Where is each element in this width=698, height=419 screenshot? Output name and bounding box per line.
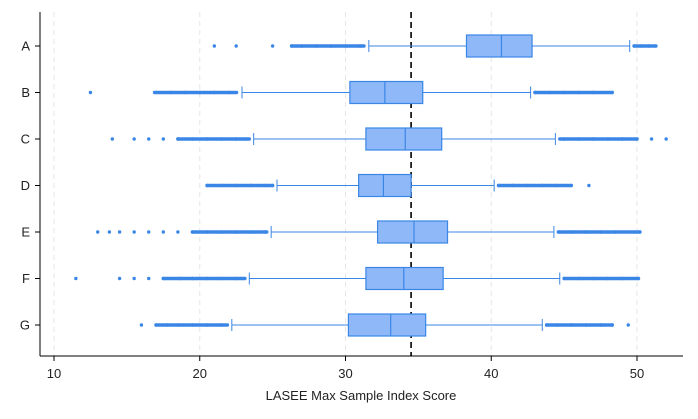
outlier-point <box>234 44 238 48</box>
iqr-box <box>465 34 533 58</box>
outlier-point <box>139 323 144 327</box>
iqr-box <box>365 127 443 151</box>
outlier-point <box>161 230 166 234</box>
iqr-box <box>349 80 424 105</box>
outlier-point <box>132 137 136 141</box>
x-axis-title: LASEE Max Sample Index Score <box>266 388 457 403</box>
x-tick-label: 50 <box>630 366 644 381</box>
iqr-box <box>365 266 444 291</box>
x-tick-label: 40 <box>484 366 498 381</box>
y-tick-label: E <box>21 225 30 240</box>
y-tick-label: C <box>21 132 30 147</box>
y-tick-label: G <box>20 318 30 333</box>
outlier-point <box>132 230 136 234</box>
outlier-point <box>626 323 630 327</box>
x-tick-label: 20 <box>193 366 207 381</box>
outlier-point <box>96 230 100 234</box>
y-tick-label: D <box>21 178 30 193</box>
outlier-point <box>649 137 654 141</box>
x-tick-label: 30 <box>338 366 352 381</box>
box-group-d <box>205 173 591 198</box>
box-group-e <box>96 220 642 244</box>
outlier-point <box>147 276 151 281</box>
x-tick-label: 10 <box>47 366 61 381</box>
box-group-f <box>74 266 641 291</box>
outlier-point <box>161 137 166 141</box>
iqr-box <box>376 220 449 244</box>
outlier-point <box>117 230 122 234</box>
box-group-a <box>212 34 658 58</box>
axes-layer: 10 20 30 40 50 A B C D E F G <box>20 12 683 381</box>
boxes-layer <box>74 34 668 337</box>
outlier-point <box>74 276 78 281</box>
outlier-point <box>147 230 151 234</box>
y-tick-label: B <box>21 85 30 100</box>
outlier-point <box>587 183 591 188</box>
outlier-point <box>176 230 180 234</box>
outlier-point <box>107 230 112 234</box>
outlier-point <box>117 276 122 281</box>
y-tick-label: A <box>21 39 30 54</box>
outlier-point <box>147 137 151 141</box>
y-tick-label: F <box>22 271 30 286</box>
outlier-point <box>212 44 217 48</box>
grid-layer <box>53 12 638 356</box>
outlier-point <box>664 137 668 141</box>
box-group-g <box>139 313 630 337</box>
outlier-point <box>88 90 93 95</box>
outlier-point <box>110 137 115 141</box>
box-group-c <box>110 127 668 151</box>
iqr-box <box>347 313 427 337</box>
iqr-box <box>358 173 412 198</box>
box-group-b <box>88 80 614 105</box>
outlier-point <box>270 44 275 48</box>
outlier-point <box>132 276 136 281</box>
